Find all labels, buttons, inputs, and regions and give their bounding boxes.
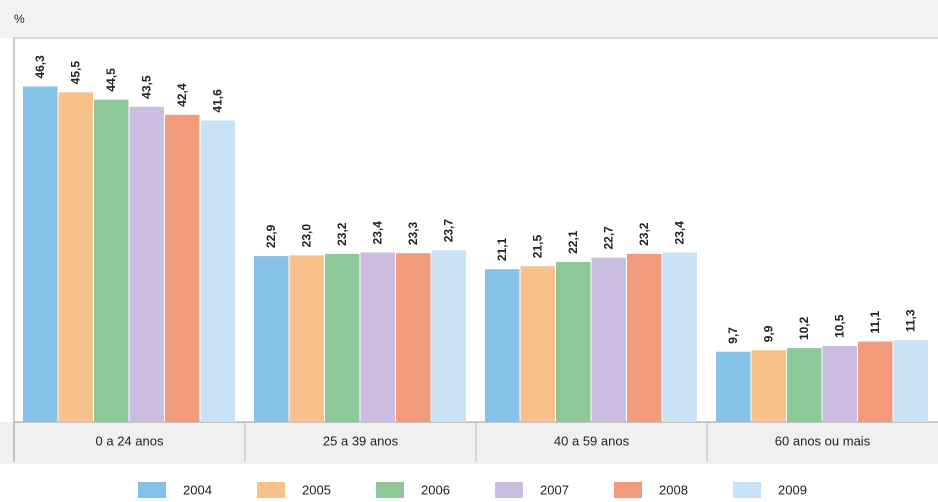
bar xyxy=(129,106,164,422)
legend-label: 2006 xyxy=(421,482,450,497)
value-label: 23,4 xyxy=(672,221,686,245)
value-label: 9,7 xyxy=(726,327,740,344)
bar xyxy=(716,351,751,422)
top-band xyxy=(0,0,938,38)
legend-swatch xyxy=(138,482,166,498)
bar xyxy=(858,341,893,422)
bar xyxy=(556,261,591,422)
value-label: 10,2 xyxy=(797,316,811,340)
legend-label: 2009 xyxy=(778,482,807,497)
x-tick-label: 25 a 39 anos xyxy=(323,433,399,448)
value-label: 10,5 xyxy=(832,314,846,338)
legend-swatch xyxy=(733,482,761,498)
legend-swatch xyxy=(495,482,523,498)
bar xyxy=(893,340,928,422)
x-tick-label: 0 a 24 anos xyxy=(96,433,164,448)
value-label: 41,6 xyxy=(210,89,224,113)
bar xyxy=(58,92,93,422)
bar xyxy=(431,250,466,422)
value-label: 9,9 xyxy=(761,325,775,342)
bar xyxy=(627,253,662,422)
legend-label: 2008 xyxy=(659,482,688,497)
bar xyxy=(360,252,395,422)
value-label: 22,7 xyxy=(601,226,615,250)
bar xyxy=(289,255,324,422)
category-band xyxy=(0,422,938,464)
value-label: 45,5 xyxy=(68,61,82,85)
value-label: 44,5 xyxy=(104,68,118,92)
legend-swatch xyxy=(257,482,285,498)
bar xyxy=(254,256,289,422)
value-label: 23,0 xyxy=(299,224,313,248)
bar xyxy=(787,348,822,422)
value-label: 43,5 xyxy=(139,75,153,99)
bar xyxy=(662,252,697,422)
y-label: % xyxy=(14,12,25,26)
value-label: 11,3 xyxy=(903,309,917,332)
x-tick-label: 40 a 59 anos xyxy=(554,433,630,448)
bar xyxy=(751,350,786,422)
bar xyxy=(520,266,555,422)
bar xyxy=(165,114,200,423)
bar xyxy=(325,253,360,422)
x-tick-label: 60 anos ou mais xyxy=(775,433,871,448)
value-label: 23,7 xyxy=(441,219,455,243)
value-label: 46,3 xyxy=(33,55,47,79)
legend-swatch xyxy=(376,482,404,498)
legend-label: 2005 xyxy=(302,482,331,497)
value-label: 11,1 xyxy=(868,311,882,334)
bar xyxy=(591,257,626,422)
legend-label: 2007 xyxy=(540,482,569,497)
value-label: 22,9 xyxy=(264,224,278,248)
bar xyxy=(23,86,58,422)
bar xyxy=(396,253,431,422)
value-label: 23,2 xyxy=(637,222,651,246)
bar xyxy=(485,269,520,422)
value-label: 23,2 xyxy=(335,222,349,246)
value-label: 23,4 xyxy=(370,221,384,245)
legend-swatch xyxy=(614,482,642,498)
legend-label: 2004 xyxy=(183,482,212,497)
value-label: 21,5 xyxy=(530,235,544,259)
value-label: 21,1 xyxy=(495,237,509,261)
bar xyxy=(200,120,235,423)
value-label: 42,4 xyxy=(175,83,189,107)
bar xyxy=(94,99,129,423)
value-label: 23,3 xyxy=(406,222,420,246)
value-label: 22,1 xyxy=(566,230,580,254)
bar xyxy=(822,345,857,422)
